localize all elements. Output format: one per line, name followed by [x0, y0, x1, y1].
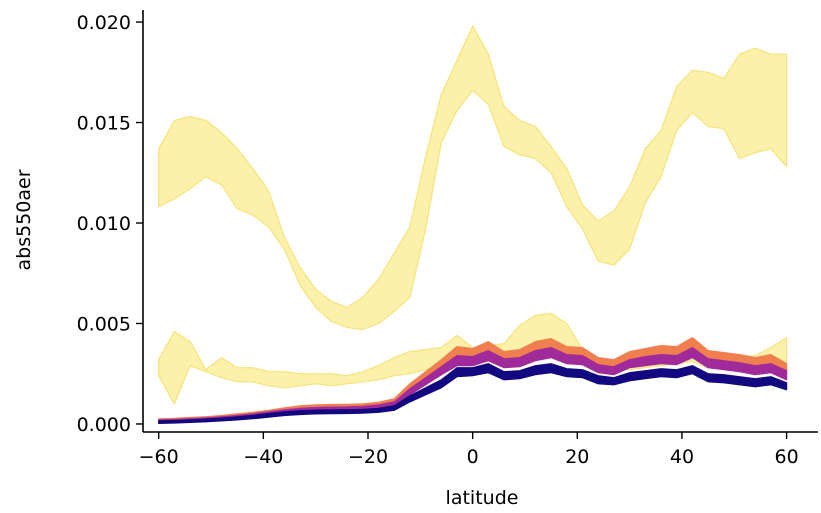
- band-1: [158, 25, 788, 331]
- x-axis-label: latitude: [446, 487, 519, 509]
- y-tick-label: 0.020: [77, 12, 131, 34]
- y-tick-label: 0.010: [77, 213, 131, 235]
- x-tick-label: 40: [670, 446, 694, 468]
- y-tick-label: 0.015: [77, 113, 131, 135]
- x-tick-label: 0: [467, 446, 479, 468]
- y-axis-label: abs550aer: [13, 169, 35, 270]
- axes: [142, 10, 818, 433]
- x-tick-label: −20: [348, 446, 388, 468]
- x-tick-label: −40: [243, 446, 283, 468]
- x-ticks: −60 −40 −20 0 20 40 60: [139, 432, 799, 468]
- y-ticks: 0.000 0.005 0.010 0.015 0.020: [77, 12, 143, 436]
- x-tick-label: −60: [139, 446, 179, 468]
- y-tick-label: 0.005: [77, 313, 131, 335]
- y-tick-label: 0.000: [77, 414, 131, 436]
- x-tick-label: 20: [565, 446, 589, 468]
- band-5: [158, 363, 788, 424]
- bands-layer: [158, 25, 788, 424]
- x-tick-label: 60: [775, 446, 799, 468]
